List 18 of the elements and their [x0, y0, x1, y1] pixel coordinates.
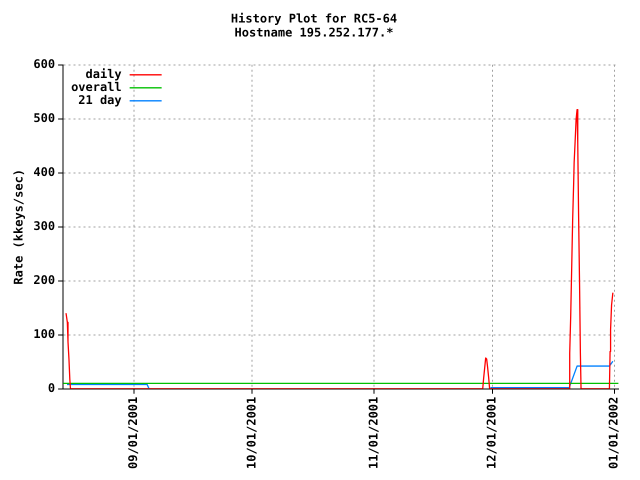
y-tick-label: 200 — [33, 272, 56, 287]
y-tick-label: 500 — [33, 110, 56, 125]
y-tick-label: 400 — [33, 164, 56, 179]
y-tick-label: 0 — [48, 380, 56, 395]
x-tick-label: 09/01/2001 — [126, 396, 140, 470]
x-tick-label: 01/01/2002 — [606, 396, 621, 470]
y-tick-label: 600 — [33, 56, 56, 71]
x-tick-label: 10/01/2001 — [244, 396, 258, 470]
legend-label: overall — [71, 80, 122, 94]
y-tick-label: 100 — [33, 326, 56, 341]
x-tick-label: 11/01/2001 — [366, 396, 380, 470]
y-tick-label: 300 — [33, 218, 56, 233]
x-tick-label: 12/01/2001 — [484, 396, 499, 470]
legend-label: 21 day — [78, 92, 122, 107]
chart-title: History Plot for RC5-64 — [230, 11, 398, 26]
chart-subtitle: Hostname 195.252.177.* — [234, 26, 394, 40]
legend-label: daily — [86, 66, 122, 81]
y-axis-title: Rate (kkeys/sec) — [11, 168, 26, 285]
